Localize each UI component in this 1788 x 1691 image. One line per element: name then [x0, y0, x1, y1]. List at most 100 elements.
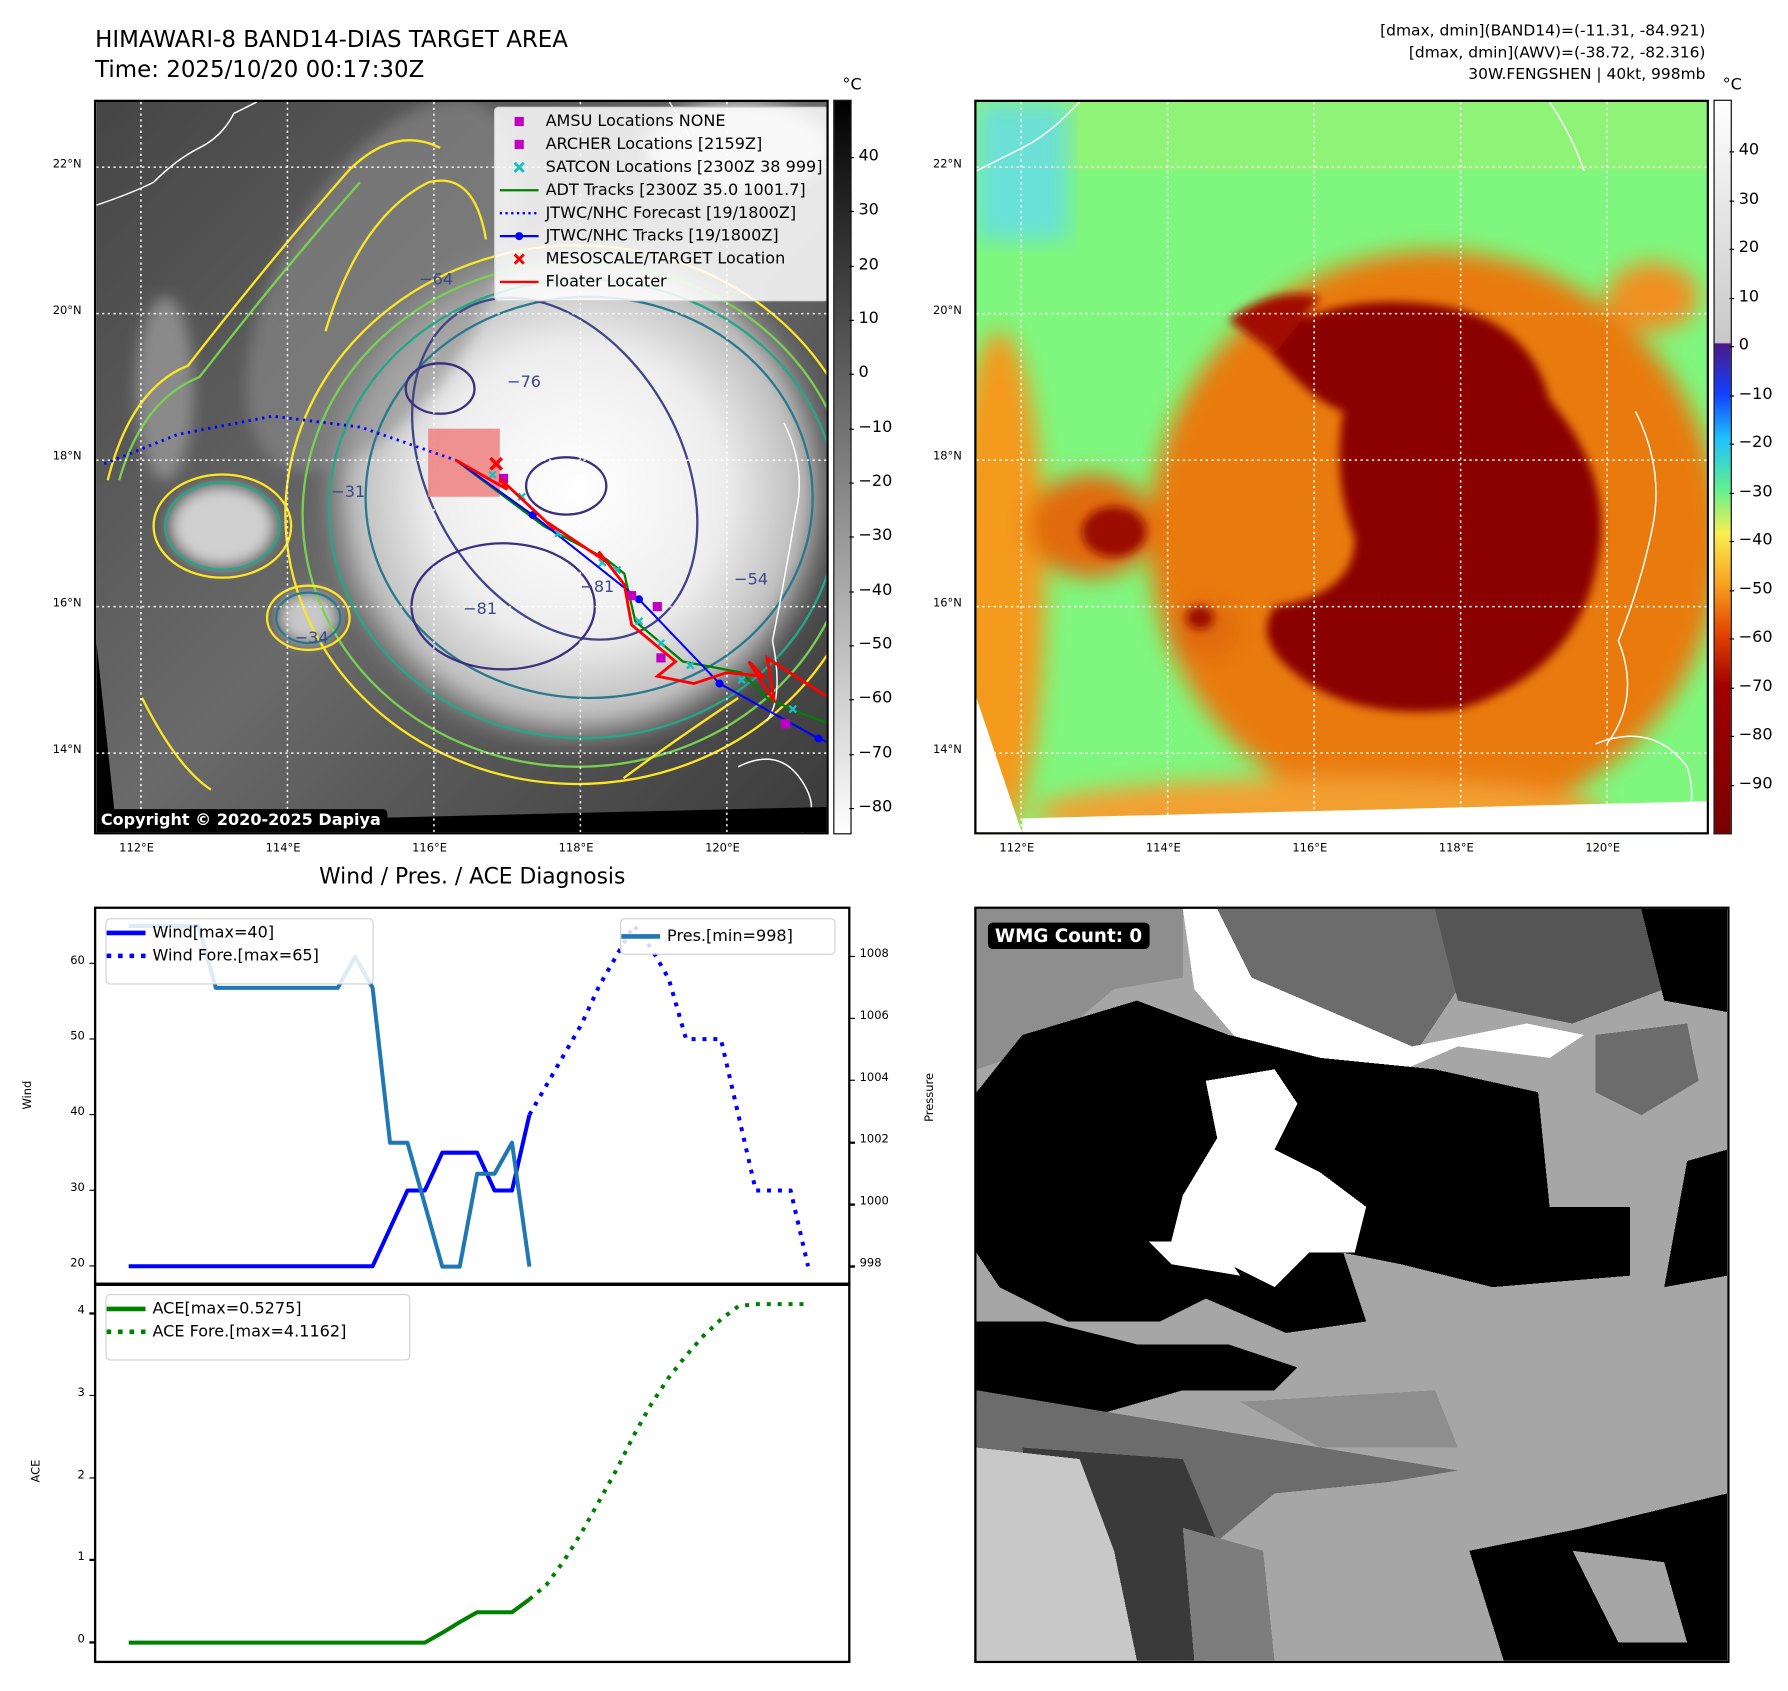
pressure-legend: Pres.[min=998]: [620, 918, 836, 955]
legend-item-wind-forecast: Wind Fore.[max=65]: [106, 946, 319, 966]
legend-label: SATCON Locations [2300Z 38 999]: [545, 158, 823, 177]
map-gridlines: [976, 102, 1707, 833]
right-colorbar-tick: −30: [1738, 482, 1773, 501]
left-colorbar-tick: −40: [858, 580, 893, 600]
left-colorbar-unit: °C: [842, 75, 862, 94]
tick-mark: [89, 1641, 96, 1644]
left-colorbar-tick: −10: [858, 417, 893, 437]
tick-mark: [849, 211, 854, 213]
legend-item: ADT Tracks [2300Z 35.0 1001.7]: [499, 179, 827, 202]
tick-mark: [1729, 687, 1735, 689]
tick-mark: [849, 157, 854, 159]
tick-mark: [849, 645, 854, 647]
archer-marker: [780, 719, 791, 729]
wind-tick-label: 20: [70, 1257, 85, 1270]
stats-band14: [dmax, dmin](BAND14)=(-11.31, -84.921): [1380, 21, 1706, 41]
series-line-wind: [128, 1114, 532, 1269]
pressure-tick-label: 1008: [859, 947, 889, 961]
tick-mark: [1729, 541, 1735, 543]
tick-mark: [89, 962, 96, 964]
tick-mark: [89, 1312, 96, 1315]
satcon-marker: [517, 492, 527, 502]
tick-mark: [89, 1265, 96, 1267]
ace-tick-label: 3: [77, 1386, 85, 1400]
wind-tick-label: 50: [70, 1029, 85, 1043]
pressure-tick-label: 1006: [859, 1009, 889, 1023]
tick-mark: [1729, 590, 1735, 592]
lon-tick-label: 114°E: [1145, 842, 1181, 856]
pressure-tick-label: 1000: [859, 1195, 889, 1209]
wmg-count-label: WMG Count: 0: [987, 922, 1150, 950]
satcon-marker: [634, 617, 644, 626]
right-colorbar-tick: 30: [1738, 189, 1760, 209]
tick-mark: [849, 955, 856, 958]
archer-marker: [498, 473, 509, 484]
series-line-ace: [128, 1597, 531, 1645]
tick-mark: [89, 1189, 96, 1192]
tick-mark: [849, 1079, 856, 1082]
legend-key-icon: [499, 210, 539, 217]
jtwc-track-point: [715, 679, 724, 688]
figure-time: Time: 2025/10/20 00:17:30Z: [95, 55, 425, 83]
wind-axis-label: Wind: [21, 1080, 35, 1110]
ace-tick-label: 4: [77, 1304, 85, 1318]
tick-mark: [849, 265, 854, 267]
legend-label: JTWC/NHC Forecast [19/1800Z]: [545, 204, 797, 223]
left-colorbar-tick: −30: [858, 526, 893, 545]
tick-mark: [849, 1203, 856, 1206]
tick-mark: [849, 1265, 856, 1268]
awv-map: [974, 99, 1709, 835]
legend-key-icon: [500, 161, 539, 173]
satcon-marker: [488, 470, 497, 480]
contour-label: −54: [734, 570, 768, 589]
lat-tick-label: 18°N: [52, 450, 82, 464]
left-colorbar-tick: 40: [858, 146, 879, 166]
satcon-marker: [656, 638, 666, 648]
legend-key-icon: [499, 232, 539, 241]
tick-mark: [1729, 492, 1735, 494]
left-colorbar-tick: −70: [858, 743, 893, 762]
tick-mark: [1729, 297, 1735, 299]
lat-tick-label: 14°N: [932, 743, 962, 757]
tick-mark: [1729, 638, 1735, 640]
jtwc-track-point: [814, 734, 823, 743]
lat-tick-label: 16°N: [932, 597, 962, 611]
lat-tick-label: 20°N: [932, 304, 962, 318]
jtwc-track-point: [528, 511, 537, 520]
pressure-tick-label: 1004: [859, 1071, 889, 1085]
right-colorbar-tick: −20: [1738, 433, 1773, 452]
tick-mark: [849, 807, 854, 810]
tick-mark: [849, 1017, 856, 1020]
pressure-tick-label: 1002: [859, 1133, 889, 1147]
legend-item: ARCHER Locations [2159Z]: [500, 133, 827, 156]
left-colorbar-tick: −80: [858, 797, 893, 817]
tick-mark: [1729, 151, 1735, 153]
band14-map: −81 −81 −54 −76 −64 −31 −34 AMSU Locations NON…: [93, 99, 829, 835]
lat-tick-label: 18°N: [932, 450, 962, 464]
tick-mark: [849, 428, 854, 430]
tick-mark: [849, 699, 854, 701]
legend-item: AMSU Locations NONE: [500, 110, 827, 133]
tick-mark: [849, 753, 854, 755]
right-colorbar-tick: −80: [1738, 726, 1773, 745]
right-colorbar-tick: −50: [1738, 579, 1773, 599]
legend-item: SATCON Locations [2300Z 38 999]: [500, 156, 827, 179]
right-colorbar-tick: 20: [1738, 238, 1760, 257]
legend-item: MESOSCALE/TARGET Location: [500, 248, 827, 271]
contour-labels: −81 −81 −54 −76 −64 −31 −34: [295, 269, 768, 647]
left-colorbar-tick: 20: [858, 255, 879, 274]
left-colorbar-tick: −60: [858, 689, 893, 708]
lat-tick-label: 16°N: [52, 597, 82, 611]
floater-track: [455, 458, 827, 703]
left-colorbar-tick: −50: [858, 634, 893, 654]
legend-key-icon: [500, 253, 539, 265]
wind-tick-label: 60: [70, 954, 85, 967]
lon-tick-label: 112°E: [119, 842, 155, 856]
right-colorbar-tick: −70: [1738, 677, 1773, 696]
archer-marker: [656, 653, 666, 663]
lon-tick-label: 114°E: [265, 842, 301, 856]
awv-image: [976, 102, 1707, 833]
left-colorbar-tick: 30: [858, 200, 879, 220]
legend-label: AMSU Locations NONE: [545, 112, 726, 131]
lon-tick-label: 112°E: [999, 842, 1035, 856]
